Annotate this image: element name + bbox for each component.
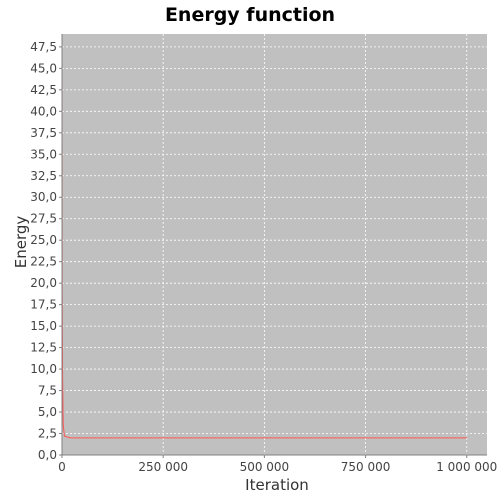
x-tick-label-1: 250 000: [138, 460, 188, 474]
y-tick-label-13: 32,5: [30, 169, 57, 183]
x-axis-title: Iteration: [245, 476, 309, 494]
y-tick-label-14: 35,0: [30, 147, 57, 161]
plot-area: [62, 34, 487, 455]
y-tick-label-6: 15,0: [30, 319, 57, 333]
y-tick-label-9: 22,5: [30, 255, 57, 269]
y-tick-label-4: 10,0: [30, 362, 57, 376]
x-tick-label-2: 500 000: [240, 460, 290, 474]
y-tick-label-1: 2,5: [38, 427, 57, 441]
chart-title: Energy function: [165, 4, 335, 26]
x-tick-label-0: 0: [58, 460, 66, 474]
y-tick-label-7: 17,5: [30, 298, 57, 312]
y-tick-label-5: 12,5: [30, 341, 57, 355]
y-tick-label-11: 27,5: [30, 212, 57, 226]
y-tick-label-2: 5,0: [38, 405, 57, 419]
y-tick-label-12: 30,0: [30, 190, 57, 204]
y-tick-label-3: 7,5: [38, 384, 57, 398]
y-tick-label-18: 45,0: [30, 61, 57, 75]
y-axis-title: Energy: [12, 216, 30, 269]
y-tick-label-17: 42,5: [30, 83, 57, 97]
y-axis-ticks: 0,0 2,5 5,0 7,5 10,0 12,5 15,0 17,5 20,0 22,5 25,0…: [30, 40, 62, 462]
x-axis-ticks: 0 250 000 500 000 750 000 1 000 000: [58, 455, 497, 474]
y-tick-label-16: 40,0: [30, 104, 57, 118]
x-tick-label-3: 750 000: [341, 460, 391, 474]
y-tick-label-15: 37,5: [30, 126, 57, 140]
y-tick-label-8: 20,0: [30, 276, 57, 290]
gridlines: [62, 34, 487, 455]
y-tick-label-10: 25,0: [30, 233, 57, 247]
axes: [61, 34, 487, 456]
y-tick-label-0: 0,0: [38, 448, 57, 462]
x-tick-label-4: 1 000 000: [436, 460, 497, 474]
y-tick-label-19: 47,5: [30, 40, 57, 54]
